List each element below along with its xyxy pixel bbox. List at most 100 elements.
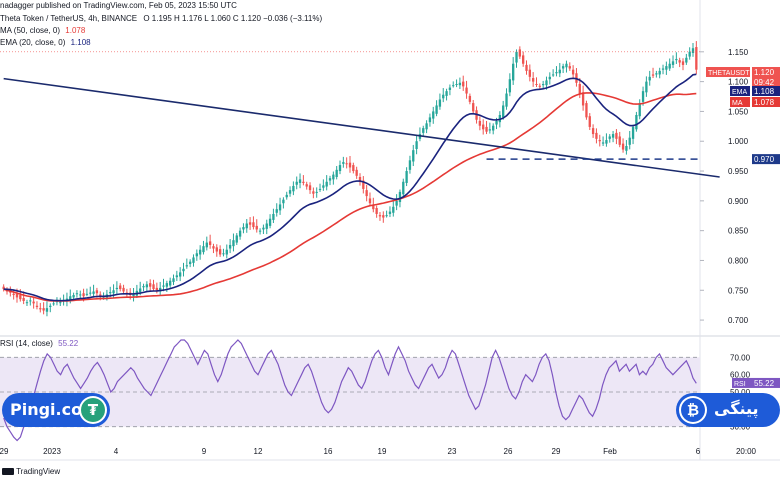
price-axis-label: 1.150 <box>728 48 749 57</box>
price-tag-name-text: THETAUSDT <box>708 70 750 77</box>
time-axis-label: 19 <box>378 447 387 456</box>
candle-body <box>222 253 225 255</box>
candle-body <box>255 225 258 230</box>
candle-body <box>608 136 611 139</box>
candle-body <box>262 227 265 230</box>
candle-body <box>548 76 551 80</box>
candle-body <box>665 66 668 70</box>
candle-body <box>288 190 292 194</box>
price-tag-value: 1.120 <box>754 68 775 77</box>
candle-body <box>338 165 342 172</box>
candle-body <box>368 198 372 204</box>
candle-body <box>638 103 641 117</box>
candle-body <box>615 132 618 139</box>
candle-body <box>535 84 538 85</box>
candle-body <box>635 115 638 130</box>
time-axis-label: 20:00 <box>736 447 757 456</box>
candle-body <box>681 61 685 65</box>
candle-body <box>578 84 581 94</box>
candle-body <box>345 163 348 165</box>
time-axis-label: 9 <box>202 447 207 456</box>
tradingview-logo-icon <box>2 468 14 476</box>
candle-body <box>142 286 145 288</box>
candle-body <box>285 194 288 198</box>
candle-body <box>485 126 488 132</box>
candle-body <box>585 103 588 118</box>
ma-50-line <box>3 92 697 302</box>
candle-body <box>538 85 541 87</box>
candle-body <box>382 215 385 218</box>
rsi-axis-label: 50.00 <box>730 388 751 397</box>
candle-body <box>185 265 188 267</box>
time-axis-label: 29 <box>0 447 9 456</box>
ohlc-values: O 1.195 H 1.176 L 1.060 C 1.120 −0.036 (… <box>143 14 323 23</box>
candle-body <box>12 293 15 296</box>
candle-body <box>435 105 438 114</box>
rsi-line <box>3 339 697 442</box>
candle-body <box>561 66 565 69</box>
ohlc-line: Theta Token / TetherUS, 4h, BINANCE O 1.… <box>0 14 322 23</box>
candle-body <box>215 247 218 252</box>
brand-badge-right: ₿ پینگی <box>676 393 780 427</box>
candle-body <box>155 287 159 291</box>
candle-body <box>408 160 412 170</box>
candle-body <box>472 103 475 112</box>
candle-body <box>145 284 149 288</box>
candle-body <box>691 48 695 53</box>
price-tag-name-ma <box>730 97 750 107</box>
tether-icon: ₮ <box>79 396 107 424</box>
candle-body <box>528 69 531 77</box>
candle-body <box>82 293 85 297</box>
candle-body <box>278 204 282 211</box>
candle-body <box>312 191 315 194</box>
candle-body <box>352 165 355 172</box>
published-caption: nadagger published on TradingView.com, F… <box>0 1 237 10</box>
ema-legend-label: EMA (20, close, 0) <box>0 38 66 47</box>
candle-body <box>531 78 535 82</box>
candle-body <box>139 288 142 293</box>
candle-body <box>25 302 29 304</box>
candle-body <box>625 146 628 151</box>
candle-body <box>428 117 432 123</box>
price-tag-ma <box>752 97 780 107</box>
candle-body <box>89 292 92 294</box>
candle-body <box>305 184 308 187</box>
tradingview-logo-text: TradingView <box>16 467 61 476</box>
candle-body <box>448 87 452 90</box>
candle-body <box>445 91 448 96</box>
rsi-legend-label: RSI (14, close) <box>0 339 53 348</box>
rsi-value-tag <box>752 377 780 388</box>
candle-body <box>282 199 285 204</box>
time-axis-label: 2023 <box>43 447 61 456</box>
candle-body <box>268 218 272 226</box>
candle-body <box>671 61 675 65</box>
candle-body <box>588 116 591 127</box>
candle-body <box>362 180 365 189</box>
candle-body <box>425 123 428 130</box>
candle-body <box>175 275 178 278</box>
time-axis-label: 26 <box>504 447 513 456</box>
candle-body <box>555 72 558 74</box>
candle-body <box>581 92 585 106</box>
price-tag-name-ema <box>730 86 750 96</box>
ema-legend: EMA (20, close, 0) 1.108 <box>0 38 91 47</box>
candle-body <box>332 174 335 180</box>
price-axis-label: 0.800 <box>728 256 749 265</box>
candle-body <box>342 162 345 164</box>
candle-body <box>628 137 631 145</box>
price-axis-label: 1.100 <box>728 78 749 87</box>
candle-body <box>178 272 182 277</box>
candle-body <box>442 94 445 99</box>
candle-body <box>525 64 528 71</box>
candle-body <box>188 261 192 265</box>
candle-body <box>169 280 172 286</box>
ma-legend: MA (50, close, 0) 1.078 <box>0 26 85 35</box>
ma-legend-label: MA (50, close, 0) <box>0 26 61 35</box>
candle-body <box>415 141 418 149</box>
candle-body <box>591 128 595 135</box>
candle-body <box>109 292 112 294</box>
candle-body <box>335 169 338 177</box>
candle-body <box>295 181 298 185</box>
rsi-axis-label: 30.00 <box>730 423 751 432</box>
price-tag-ema <box>752 86 780 96</box>
